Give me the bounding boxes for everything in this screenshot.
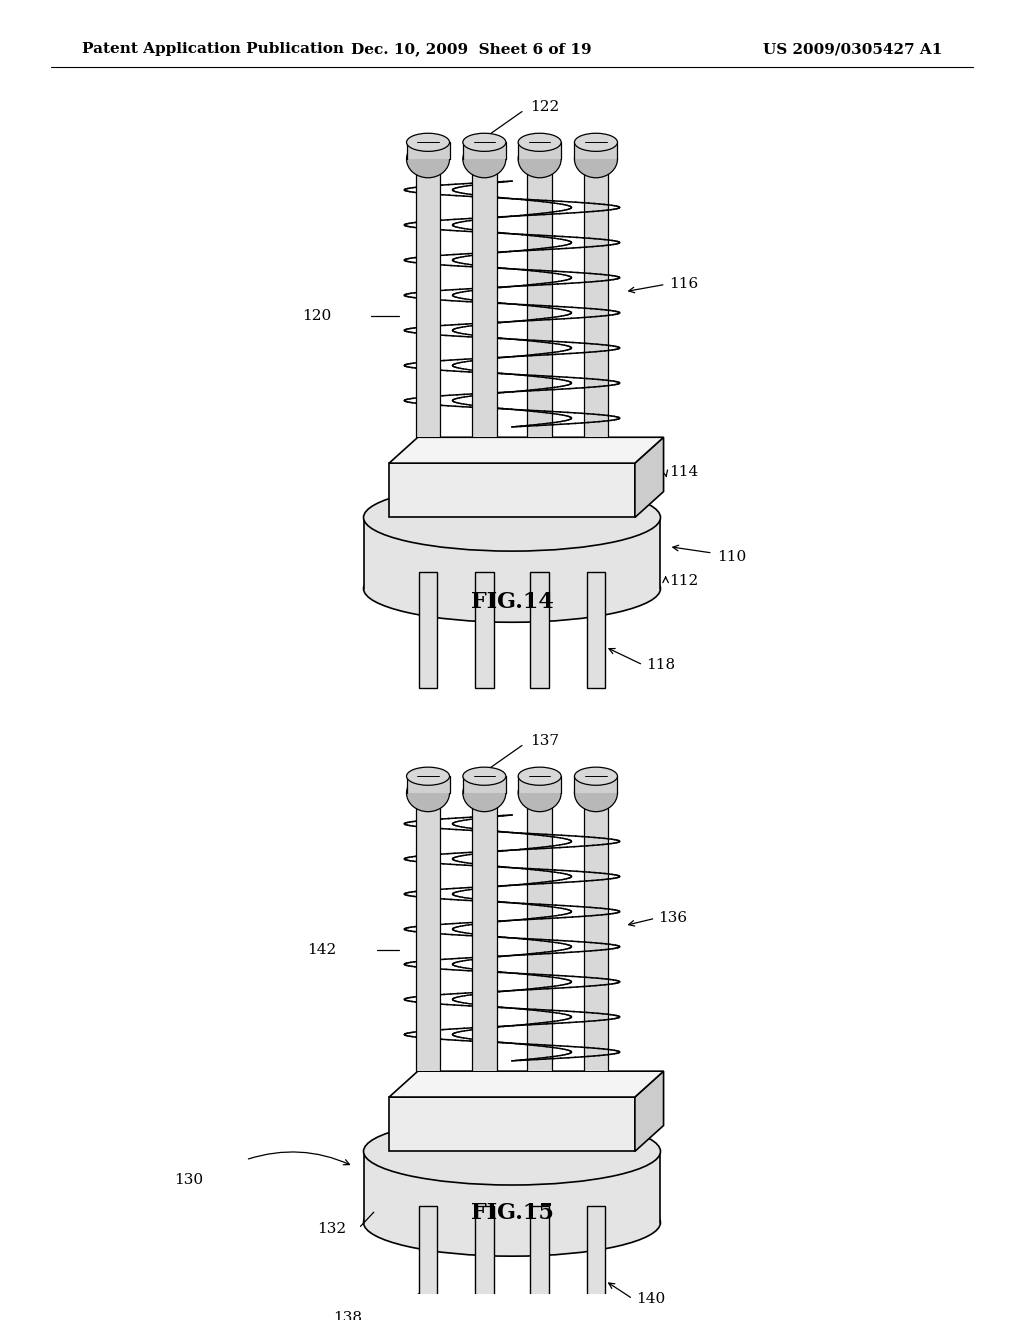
Ellipse shape [364, 1118, 660, 1185]
Ellipse shape [574, 133, 617, 152]
Ellipse shape [364, 1189, 660, 1257]
Polygon shape [389, 437, 664, 463]
Bar [587, 572, 605, 688]
Ellipse shape [407, 133, 450, 152]
Polygon shape [635, 1071, 664, 1151]
Ellipse shape [574, 767, 617, 785]
Text: 120: 120 [302, 309, 332, 323]
Text: 140: 140 [636, 1292, 666, 1305]
Text: 132: 132 [317, 1222, 346, 1236]
Polygon shape [463, 776, 506, 793]
Polygon shape [527, 160, 552, 437]
Ellipse shape [463, 775, 506, 812]
Ellipse shape [463, 140, 506, 178]
Text: Dec. 10, 2009  Sheet 6 of 19: Dec. 10, 2009 Sheet 6 of 19 [351, 42, 591, 57]
Bar [475, 1205, 494, 1320]
Text: 118: 118 [646, 657, 675, 672]
Polygon shape [364, 517, 660, 589]
Bar [475, 572, 494, 688]
Polygon shape [518, 143, 561, 160]
Text: 130: 130 [174, 1173, 203, 1187]
Polygon shape [472, 160, 497, 437]
Text: 136: 136 [658, 911, 687, 925]
Ellipse shape [407, 140, 450, 178]
Ellipse shape [407, 767, 450, 785]
Ellipse shape [364, 554, 660, 622]
Polygon shape [518, 776, 561, 793]
Text: 134: 134 [581, 1098, 609, 1111]
Text: FIG.14: FIG.14 [471, 590, 553, 612]
Text: 110: 110 [717, 550, 746, 564]
Polygon shape [584, 793, 608, 1071]
Bar [530, 1205, 549, 1320]
Polygon shape [407, 143, 450, 160]
Bar [530, 572, 549, 688]
Polygon shape [574, 143, 617, 160]
Polygon shape [635, 437, 664, 517]
Ellipse shape [518, 140, 561, 178]
Ellipse shape [518, 767, 561, 785]
Bar [419, 1205, 437, 1320]
Ellipse shape [463, 767, 506, 785]
Polygon shape [416, 160, 440, 437]
Text: 114: 114 [669, 465, 698, 479]
Text: Patent Application Publication: Patent Application Publication [82, 42, 344, 57]
Polygon shape [472, 793, 497, 1071]
Text: FIG.15: FIG.15 [471, 1203, 553, 1225]
Polygon shape [389, 1071, 664, 1097]
Polygon shape [389, 1097, 635, 1151]
Text: 122: 122 [530, 100, 560, 115]
Ellipse shape [574, 140, 617, 178]
Text: 116: 116 [669, 277, 698, 292]
Ellipse shape [463, 133, 506, 152]
Polygon shape [389, 463, 635, 517]
Text: 137: 137 [530, 734, 559, 748]
Polygon shape [416, 793, 440, 1071]
Text: 138: 138 [333, 1311, 361, 1320]
Ellipse shape [574, 775, 617, 812]
Polygon shape [407, 776, 450, 793]
Polygon shape [364, 1151, 660, 1222]
Ellipse shape [518, 775, 561, 812]
Ellipse shape [518, 133, 561, 152]
Text: 112: 112 [669, 574, 698, 587]
Polygon shape [584, 160, 608, 437]
Text: US 2009/0305427 A1: US 2009/0305427 A1 [763, 42, 942, 57]
Bar [419, 572, 437, 688]
Ellipse shape [364, 484, 660, 552]
Bar [587, 1205, 605, 1320]
Ellipse shape [407, 775, 450, 812]
Text: 142: 142 [307, 944, 337, 957]
Polygon shape [463, 143, 506, 160]
Polygon shape [574, 776, 617, 793]
Polygon shape [527, 793, 552, 1071]
